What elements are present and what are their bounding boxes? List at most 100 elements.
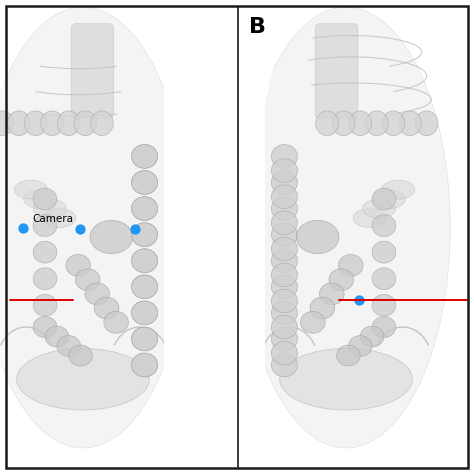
Ellipse shape [33, 188, 57, 210]
Polygon shape [239, 5, 265, 469]
Ellipse shape [14, 180, 47, 199]
Ellipse shape [372, 317, 396, 337]
Ellipse shape [0, 111, 14, 136]
Ellipse shape [91, 111, 113, 136]
Polygon shape [455, 5, 467, 469]
Ellipse shape [131, 327, 157, 351]
Ellipse shape [85, 283, 109, 305]
Ellipse shape [372, 188, 396, 210]
Ellipse shape [271, 341, 298, 365]
Ellipse shape [349, 111, 372, 136]
Ellipse shape [131, 145, 157, 168]
Ellipse shape [415, 111, 438, 136]
Ellipse shape [131, 353, 157, 377]
Ellipse shape [242, 7, 450, 448]
Ellipse shape [131, 301, 157, 325]
Ellipse shape [131, 353, 157, 377]
Ellipse shape [372, 241, 396, 263]
Ellipse shape [94, 297, 119, 319]
Ellipse shape [24, 111, 47, 136]
Ellipse shape [280, 348, 412, 410]
Point [356, 296, 363, 304]
Ellipse shape [360, 326, 384, 347]
Ellipse shape [45, 326, 69, 347]
Ellipse shape [332, 111, 355, 136]
Ellipse shape [33, 215, 57, 237]
Ellipse shape [382, 111, 405, 136]
Ellipse shape [271, 145, 298, 168]
Ellipse shape [104, 311, 128, 333]
Ellipse shape [372, 215, 396, 237]
Ellipse shape [271, 275, 298, 299]
Ellipse shape [363, 199, 396, 218]
FancyBboxPatch shape [71, 24, 114, 119]
Ellipse shape [131, 249, 157, 273]
Ellipse shape [372, 294, 396, 316]
Ellipse shape [271, 353, 298, 377]
Ellipse shape [271, 211, 298, 235]
Ellipse shape [131, 275, 157, 299]
Ellipse shape [319, 283, 344, 305]
Ellipse shape [131, 223, 157, 246]
Ellipse shape [57, 336, 81, 356]
Ellipse shape [33, 317, 57, 337]
Ellipse shape [271, 237, 298, 261]
Ellipse shape [301, 311, 325, 333]
Ellipse shape [310, 297, 335, 319]
Ellipse shape [90, 220, 133, 254]
Ellipse shape [271, 223, 298, 246]
Ellipse shape [131, 249, 157, 273]
Ellipse shape [316, 111, 338, 136]
Ellipse shape [271, 185, 298, 209]
Ellipse shape [353, 209, 386, 228]
Ellipse shape [131, 145, 157, 168]
Ellipse shape [131, 197, 157, 220]
Bar [219, 5, 257, 469]
Ellipse shape [0, 7, 187, 448]
Polygon shape [140, 5, 237, 209]
Ellipse shape [43, 209, 76, 228]
Ellipse shape [382, 180, 415, 199]
Ellipse shape [271, 249, 298, 273]
Ellipse shape [66, 255, 91, 276]
Text: B: B [249, 17, 266, 36]
Ellipse shape [372, 190, 405, 209]
Ellipse shape [271, 301, 298, 325]
Ellipse shape [329, 269, 354, 291]
Ellipse shape [271, 327, 298, 351]
Ellipse shape [399, 111, 421, 136]
Ellipse shape [33, 268, 57, 290]
Ellipse shape [33, 241, 57, 263]
Ellipse shape [69, 345, 92, 366]
Ellipse shape [131, 275, 157, 299]
Point [19, 225, 27, 232]
Polygon shape [239, 5, 289, 209]
Polygon shape [220, 118, 257, 199]
Ellipse shape [75, 269, 100, 291]
Ellipse shape [372, 268, 396, 290]
Ellipse shape [131, 171, 157, 194]
Ellipse shape [131, 301, 157, 325]
Ellipse shape [41, 111, 64, 136]
Ellipse shape [271, 171, 298, 194]
Ellipse shape [33, 294, 57, 316]
Polygon shape [164, 5, 237, 469]
Ellipse shape [271, 263, 298, 287]
Ellipse shape [131, 223, 157, 246]
Ellipse shape [33, 199, 66, 218]
Ellipse shape [17, 348, 149, 410]
FancyBboxPatch shape [315, 24, 358, 119]
Text: Camera: Camera [32, 214, 73, 224]
Ellipse shape [348, 336, 372, 356]
Point [131, 226, 139, 233]
Ellipse shape [338, 255, 363, 276]
Ellipse shape [131, 327, 157, 351]
Ellipse shape [271, 315, 298, 339]
Ellipse shape [131, 197, 157, 220]
Ellipse shape [365, 111, 388, 136]
Ellipse shape [8, 111, 30, 136]
Ellipse shape [24, 190, 57, 209]
Point [76, 226, 83, 233]
Polygon shape [0, 5, 7, 469]
Ellipse shape [296, 220, 339, 254]
